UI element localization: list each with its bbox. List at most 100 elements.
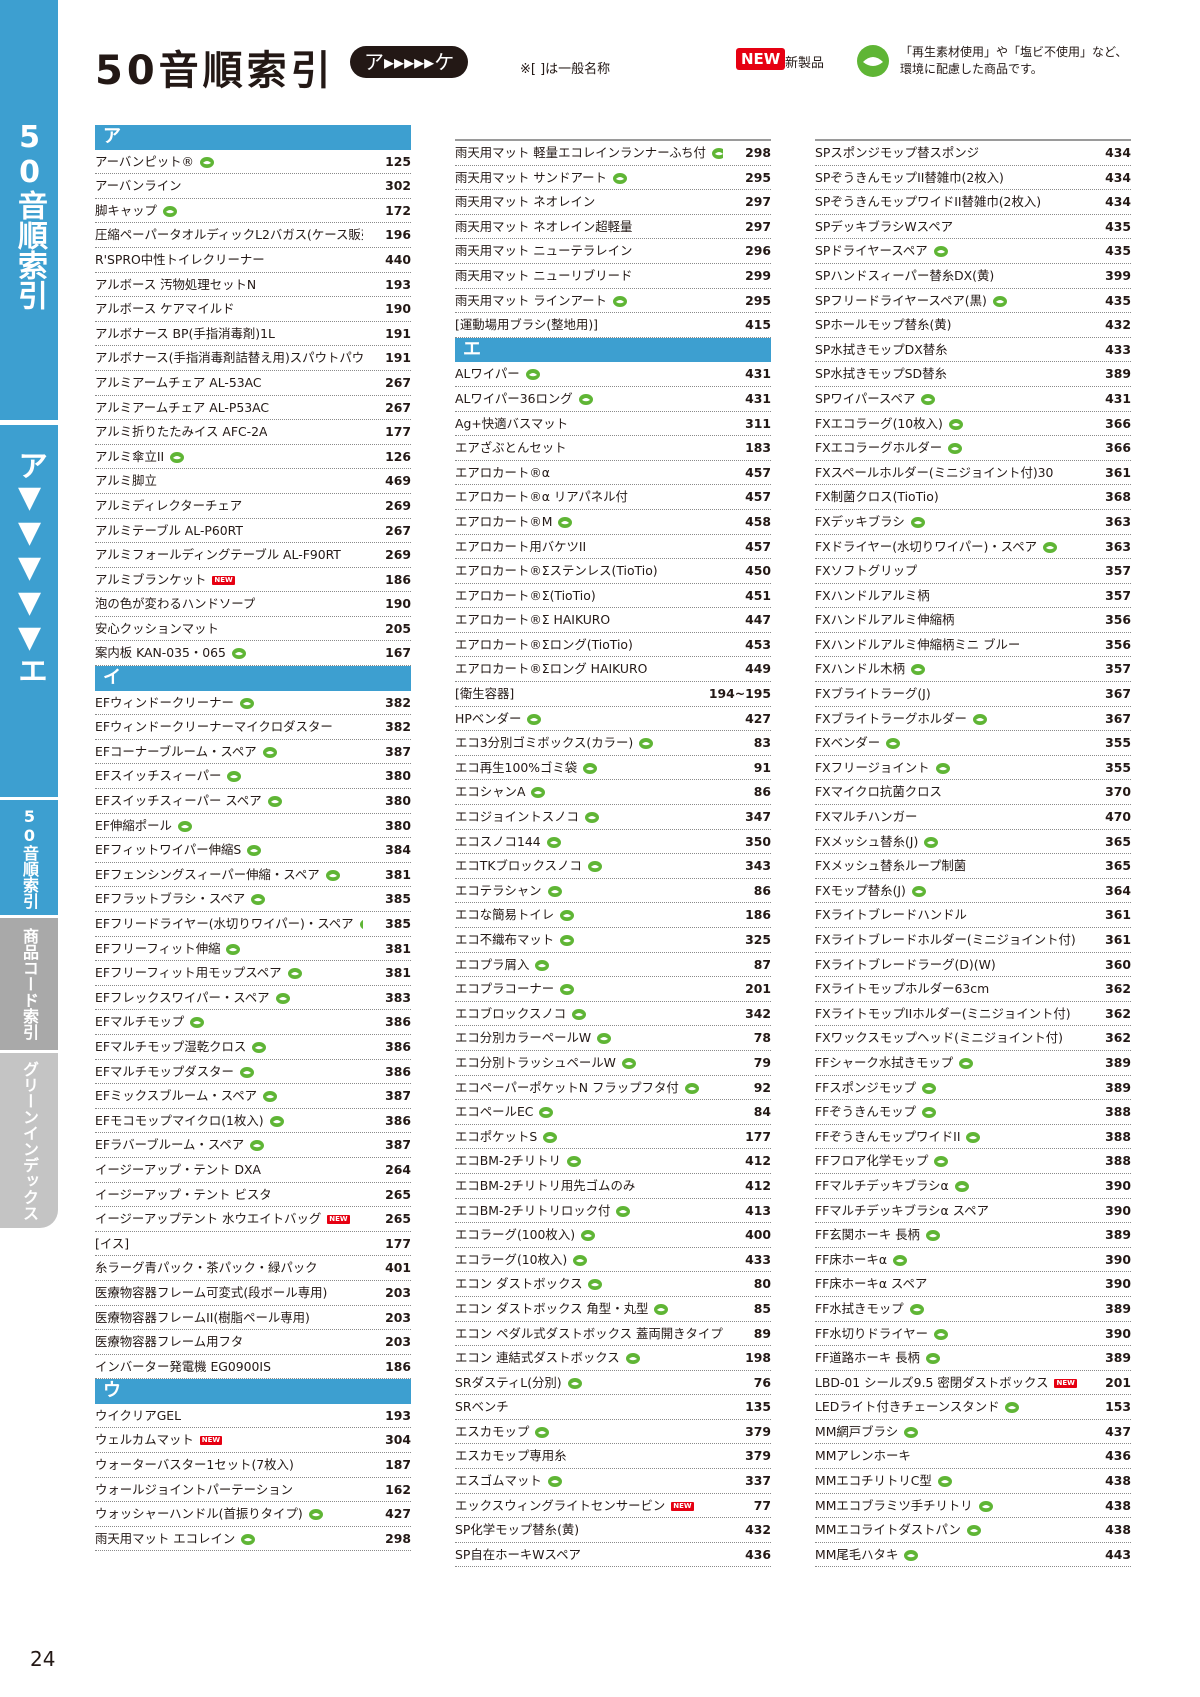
index-entry[interactable]: EFマルチモップ 386 [95, 1010, 411, 1035]
index-entry[interactable]: SRダスティL(分別) 76 [455, 1371, 771, 1396]
index-entry[interactable]: エコン ペダル式ダストボックス 蓋両開きタイプ 89 [455, 1322, 771, 1347]
index-entry[interactable]: FXブライトラーグ(J) 367 [815, 682, 1131, 707]
index-entry[interactable]: SPぞうきんモップワイドII替雑巾(2枚入) 434 [815, 190, 1131, 215]
index-entry[interactable]: EFフィットワイパー伸縮S 384 [95, 838, 411, 863]
tab-50-index[interactable]: 50音順索引 [0, 800, 58, 915]
index-entry[interactable]: SP水拭きモップSD替糸 389 [815, 362, 1131, 387]
index-entry[interactable]: FXメッシュ替糸ループ制菌 365 [815, 854, 1131, 879]
index-entry[interactable]: ALワイパー 431 [455, 362, 771, 387]
index-entry[interactable]: エコ分別カラーペールW 78 [455, 1026, 771, 1051]
index-entry[interactable]: EFフレックスワイパー・スペア 383 [95, 986, 411, 1011]
index-entry[interactable]: SPワイパースペア 431 [815, 387, 1131, 412]
index-entry[interactable]: エアロカート®Σ HAIKURO 447 [455, 608, 771, 633]
index-entry[interactable]: ウォーターバスター1セット(7枚入) 187 [95, 1453, 411, 1478]
index-entry[interactable]: FFぞうきんモップワイドII 388 [815, 1125, 1131, 1150]
index-entry[interactable]: FF床ホーキα 390 [815, 1248, 1131, 1273]
index-entry[interactable]: HPベンダー 427 [455, 707, 771, 732]
index-entry[interactable]: EFフリードライヤー(水切りワイパー)・スペア 385 [95, 912, 411, 937]
index-entry[interactable]: LEDライト付きチェーンスタンド 153 [815, 1395, 1131, 1420]
index-entry[interactable]: エアロカート®α 457 [455, 461, 771, 486]
index-entry[interactable]: FXマイクロ抗菌クロス 370 [815, 780, 1131, 806]
index-entry[interactable]: アルミアームチェア AL-53AC 267 [95, 371, 411, 396]
index-entry[interactable]: FXメッシュ替糸(J) 365 [815, 830, 1131, 855]
index-entry[interactable]: エアロカート®M 458 [455, 510, 771, 535]
index-entry[interactable]: エコ再生100%ゴミ袋 91 [455, 756, 771, 781]
index-entry[interactable]: ウォールジョイントパーテーション 162 [95, 1478, 411, 1503]
index-entry[interactable]: エコプラ屑入 87 [455, 953, 771, 978]
index-entry[interactable]: FF水拭きモップ 389 [815, 1297, 1131, 1322]
index-entry[interactable]: FXソフトグリップ 357 [815, 559, 1131, 584]
index-entry[interactable]: アルボース 汚物処理セットN 193 [95, 273, 411, 298]
index-entry[interactable]: エアロカート®Σ(TioTio) 451 [455, 584, 771, 609]
index-entry[interactable]: FX制菌クロス(TioTio) 368 [815, 485, 1131, 510]
index-entry[interactable]: FXブライトラーグホルダー 367 [815, 707, 1131, 732]
index-entry[interactable]: MM尾毛ハタキ 443 [815, 1543, 1131, 1568]
index-entry[interactable]: SPフリードライヤースペア(黒) 435 [815, 289, 1131, 314]
index-entry[interactable]: SP自在ホーキWスペア 436 [455, 1543, 771, 1568]
tab-product-code-index[interactable]: 商品コード索引 [0, 918, 58, 1050]
index-entry[interactable]: 雨天用マット ニューリブリード 299 [455, 264, 771, 289]
index-entry[interactable]: FF道路ホーキ 長柄 389 [815, 1346, 1131, 1371]
index-entry[interactable]: 圧縮ペーパータオルディックL2バガス(ケース販売) 196 [95, 223, 411, 248]
index-entry[interactable]: MMエコチリトリC型 438 [815, 1469, 1131, 1494]
index-entry[interactable]: エコラーグ(100枚入) 400 [455, 1223, 771, 1248]
index-entry[interactable]: 雨天用マット ネオレイン超軽量 297 [455, 215, 771, 240]
index-entry[interactable]: MMアレンホーキ 436 [815, 1444, 1131, 1470]
index-entry[interactable]: SP水拭きモップDX替糸 433 [815, 338, 1131, 363]
index-entry[interactable]: FFフロア化学モップ 388 [815, 1149, 1131, 1174]
index-entry[interactable]: 泡の色が変わるハンドソープ 190 [95, 592, 411, 617]
index-entry[interactable]: 案内板 KAN-035・065 167 [95, 641, 411, 667]
index-entry[interactable]: FFぞうきんモップ 388 [815, 1100, 1131, 1125]
index-entry[interactable]: アルボナース BP(手指消毒剤)1L 191 [95, 322, 411, 347]
index-entry[interactable]: FXフリージョイント 355 [815, 756, 1131, 781]
index-entry[interactable]: FXエコラーグ(10枚入) 366 [815, 412, 1131, 437]
index-entry[interactable]: MMエコライトダストパン 438 [815, 1518, 1131, 1543]
index-entry[interactable]: エアロカート用バケツII 457 [455, 535, 771, 560]
tab-green-index[interactable]: グリーンインデックス [0, 1053, 58, 1228]
sidebar-range-tab[interactable]: ア▼▼▼▼▼エ [0, 425, 58, 797]
index-entry[interactable]: FXマルチハンガー 470 [815, 805, 1131, 830]
index-entry[interactable]: FXライトブレードハンドル 361 [815, 903, 1131, 928]
index-entry[interactable]: Ag+快適バスマット 311 [455, 412, 771, 437]
index-entry[interactable]: エコプラコーナー 201 [455, 977, 771, 1002]
index-entry[interactable]: 安心クッションマット 205 [95, 617, 411, 642]
index-entry[interactable]: 医療物容器フレーム用フタ 203 [95, 1330, 411, 1355]
index-entry[interactable]: 糸ラーグ青パック・茶パック・緑パック 401 [95, 1256, 411, 1281]
index-entry[interactable]: エコテラシャン 86 [455, 879, 771, 904]
index-entry[interactable]: エスゴムマット 337 [455, 1469, 771, 1494]
index-entry[interactable]: アーバンライン 302 [95, 174, 411, 199]
sidebar-main-tab[interactable]: 50音順索引 [0, 0, 58, 420]
index-entry[interactable]: イージーアップテント 水ウエイトバッグ NEW 265 [95, 1207, 411, 1232]
index-entry[interactable]: 雨天用マット ネオレイン 297 [455, 190, 771, 215]
index-entry[interactable]: FXライトブレードホルダー(ミニジョイント付) 361 [815, 928, 1131, 953]
index-entry[interactable]: 医療物容器フレームII(樹脂ペール専用) 203 [95, 1306, 411, 1331]
index-entry[interactable]: アルミディレクターチェア 269 [95, 494, 411, 519]
index-entry[interactable]: エコBM-2チリトリロック付 413 [455, 1199, 771, 1224]
index-entry[interactable]: エアざぶとんセット 183 [455, 436, 771, 461]
index-entry[interactable]: エコラーグ(10枚入) 433 [455, 1248, 771, 1273]
index-entry[interactable]: エコな簡易トイレ 186 [455, 903, 771, 928]
index-entry[interactable]: EFウィンドークリーナー 382 [95, 691, 411, 716]
index-entry[interactable]: 医療物容器フレーム可変式(段ボール専用) 203 [95, 1281, 411, 1306]
index-entry[interactable]: エアロカート®Σロング(TioTio) 453 [455, 633, 771, 658]
index-entry[interactable]: エコBM-2チリトリ 412 [455, 1149, 771, 1174]
index-entry[interactable]: EFマルチモップダスター 386 [95, 1060, 411, 1085]
index-entry[interactable]: FXライトモップホルダー63cm 362 [815, 977, 1131, 1002]
index-entry[interactable]: エコブロックスノコ 342 [455, 1002, 771, 1027]
index-entry[interactable]: エコペールEC 84 [455, 1100, 771, 1125]
index-entry[interactable]: FXライトブレードラーグ(D)(W) 360 [815, 953, 1131, 978]
index-entry[interactable]: EFスイッチスィーパー スペア 380 [95, 789, 411, 814]
index-entry[interactable]: MMエコブラミツ手チリトリ 438 [815, 1494, 1131, 1519]
index-entry[interactable]: FXスペールホルダー(ミニジョイント付)30 361 [815, 461, 1131, 486]
index-entry[interactable]: エアロカート®α リアパネル付 457 [455, 485, 771, 510]
index-entry[interactable]: FXエコラーグホルダー 366 [815, 436, 1131, 461]
index-entry[interactable]: EFフラットブラシ・スペア 385 [95, 887, 411, 912]
index-entry[interactable]: FFマルチデッキブラシα 390 [815, 1174, 1131, 1199]
index-entry[interactable]: FFスポンジモップ 389 [815, 1076, 1131, 1101]
index-entry[interactable]: エックスウィングライトセンサービン NEW 77 [455, 1494, 771, 1519]
index-entry[interactable]: イージーアップ・テント DXA 264 [95, 1158, 411, 1183]
index-entry[interactable]: [運動場用ブラシ(整地用)] 415 [455, 313, 771, 338]
index-entry[interactable]: FXハンドルアルミ伸縮柄 356 [815, 608, 1131, 633]
index-entry[interactable]: SPハンドスィーパー替糸DX(黄) 399 [815, 264, 1131, 289]
index-entry[interactable]: アルミアームチェア AL-P53AC 267 [95, 396, 411, 421]
